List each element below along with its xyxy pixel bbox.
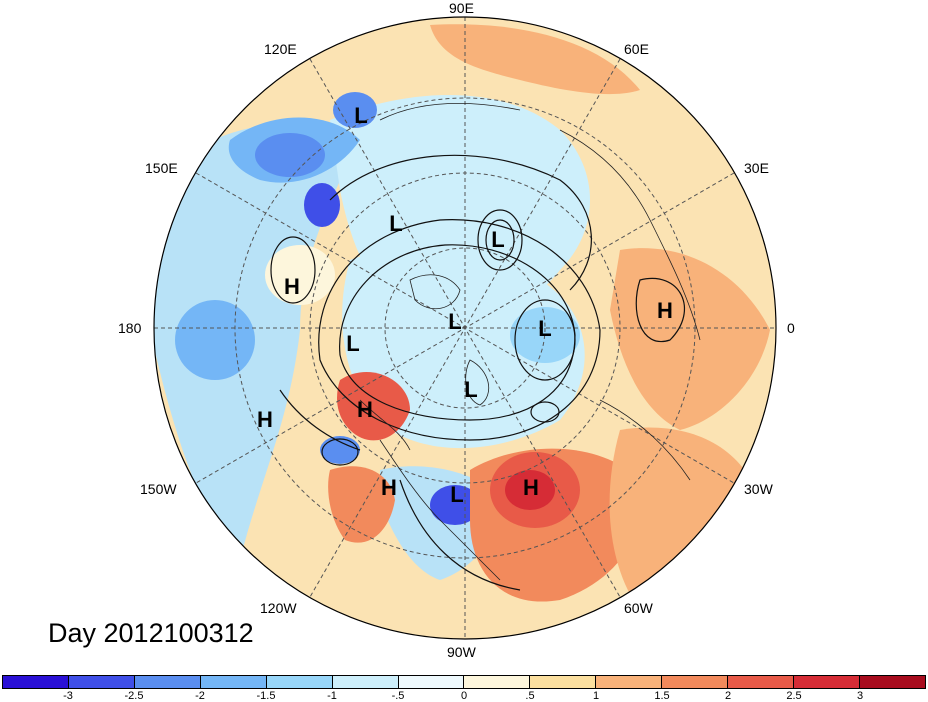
longitude-label-90e: 90E [449, 0, 474, 16]
pressure-center-l5: L [346, 331, 359, 356]
longitude-label-30e: 30E [744, 160, 769, 176]
day-label: Day 2012100312 [48, 618, 254, 648]
longitude-label-120e: 120E [264, 41, 297, 57]
colorbar-tick-label: -1 [327, 690, 337, 702]
longitude-label-120w: 120W [260, 600, 297, 616]
pressure-center-l6: L [538, 316, 551, 341]
colorbar-segment [68, 676, 135, 688]
pressure-center-h2: H [357, 397, 373, 422]
colorbar-tick-label: -3 [63, 690, 73, 702]
pressure-center-l1: L [354, 103, 367, 128]
anomaly-field [154, 17, 776, 639]
colorbar-segment [859, 676, 925, 688]
colorbar-tick-label: 0 [460, 690, 468, 702]
longitude-label-60e: 60E [624, 41, 649, 57]
pressure-center-l3: L [491, 227, 504, 252]
pressure-center-l4: L [448, 309, 461, 334]
pressure-center-h3: H [257, 407, 273, 432]
colorbar-tick-label: -2.5 [124, 690, 144, 702]
colorbar-segment [3, 676, 69, 688]
colorbar [2, 675, 926, 689]
colorbar-tick-label: 1 [592, 690, 600, 702]
colorbar-segment [728, 676, 795, 688]
colorbar-segment [266, 676, 333, 688]
longitude-label-60w: 60W [624, 600, 653, 616]
pressure-center-l7: L [464, 377, 477, 402]
colorbar-segment [134, 676, 201, 688]
colorbar-tick-label: 2.5 [786, 690, 802, 702]
pressure-center-h4: H [381, 475, 397, 500]
colorbar-segment [200, 676, 267, 688]
colorbar-segment [662, 676, 729, 688]
colorbar-segment [530, 676, 597, 688]
pressure-center-h1: H [284, 274, 300, 299]
pressure-center-h6: H [657, 298, 673, 323]
colorbar-segment [332, 676, 399, 688]
colorbar-tick-label: .5 [525, 690, 535, 702]
colorbar-tick-label: 3 [856, 690, 864, 702]
colorbar-tick-label: 2 [724, 690, 732, 702]
pressure-center-h5: H [523, 475, 539, 500]
longitude-label-150e: 150E [145, 160, 178, 176]
longitude-label-180: 180 [118, 320, 142, 336]
colorbar-tick-label: 1.5 [654, 690, 670, 702]
colorbar-segment [596, 676, 663, 688]
colorbar-tick-label: -1.5 [256, 690, 276, 702]
longitude-label-90w: 90W [447, 644, 476, 660]
colorbar-tick-label: -2 [195, 690, 205, 702]
pressure-center-l8: L [450, 482, 463, 507]
longitude-label-30w: 30W [744, 481, 773, 497]
colorbar-segment [398, 676, 465, 688]
colorbar-tick-label: -.5 [391, 690, 405, 702]
colorbar-segment [794, 676, 860, 688]
colorbar-segment [464, 676, 531, 688]
pressure-center-l2: L [389, 211, 402, 236]
longitude-label-0: 0 [787, 320, 795, 336]
longitude-label-150w: 150W [140, 481, 177, 497]
